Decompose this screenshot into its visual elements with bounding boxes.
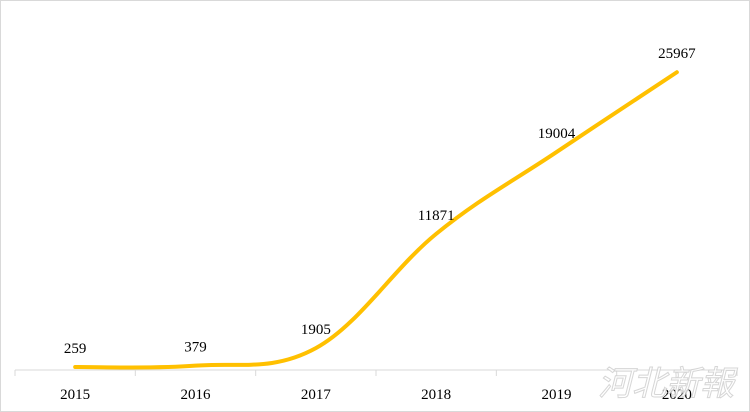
watermark-logo: 河北新報 (598, 364, 738, 404)
data-label-2016: 379 (184, 340, 207, 356)
data-label-2019: 19004 (538, 126, 576, 142)
series-line (73, 70, 679, 370)
data-labels: 259 379 1905 11871 19004 25967 (64, 46, 696, 357)
x-tick-label-2017: 2017 (301, 387, 332, 403)
data-label-2015: 259 (64, 341, 87, 357)
x-tick-label-2016: 2016 (181, 387, 212, 403)
x-tick-label-2015: 2015 (60, 387, 90, 403)
x-tick-label-2020: 2020 (662, 387, 692, 403)
x-axis-ticks: 2015 2016 2017 2018 2019 2020 (60, 387, 692, 403)
data-label-2018: 11871 (418, 208, 455, 224)
data-label-2017: 1905 (301, 322, 331, 338)
x-tick-label-2019: 2019 (542, 387, 572, 403)
x-axis (14, 369, 738, 376)
data-label-2020: 25967 (658, 46, 696, 62)
x-tick-label-2018: 2018 (421, 387, 451, 403)
